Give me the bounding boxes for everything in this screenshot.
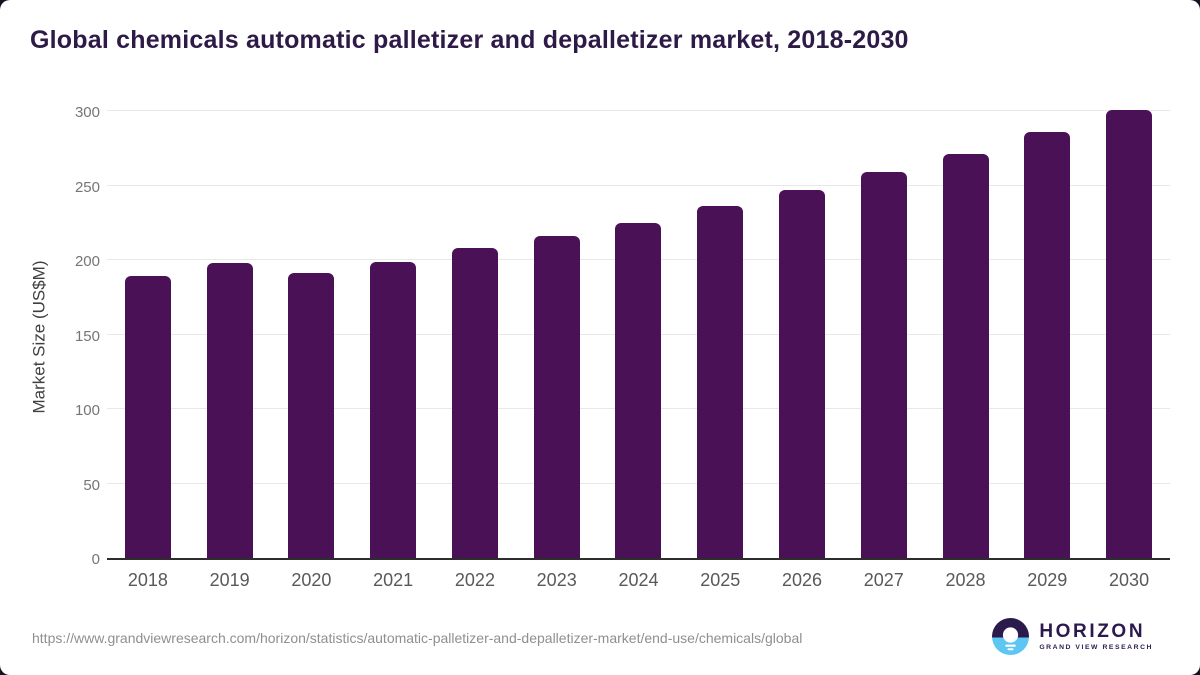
x-axis-labels: 2018 2019 2020 2021 2022 2023 2024 2025 2026 2027… — [107, 570, 1170, 591]
y-tick-label-50: 50 — [83, 476, 100, 494]
source-url: https://www.grandviewresearch.com/horizo… — [32, 630, 803, 646]
bar-2028[interactable] — [942, 154, 989, 558]
bar-2024[interactable] — [615, 222, 662, 558]
x-tick-label-2024: 2024 — [618, 570, 659, 590]
bar-2030[interactable] — [1106, 109, 1153, 558]
x-tick-label-2025: 2025 — [700, 570, 741, 590]
x-tick-label-2028: 2028 — [945, 570, 986, 590]
y-tick-label-150: 150 — [74, 327, 100, 345]
bar-2019[interactable] — [206, 262, 253, 558]
x-tick-label-2019: 2019 — [209, 570, 250, 590]
bar-2027[interactable] — [860, 172, 907, 558]
bar-2022[interactable] — [451, 248, 498, 558]
logo-tagline: GRAND VIEW RESEARCH — [1039, 644, 1153, 651]
bar-2020[interactable] — [288, 273, 335, 558]
gridline-250 — [107, 184, 1170, 186]
bars-row — [107, 109, 1170, 558]
y-tick-label-200: 200 — [74, 253, 100, 270]
x-tick-label-2020: 2020 — [291, 570, 332, 590]
x-tick-label-2026: 2026 — [781, 570, 823, 590]
page-title: Global chemicals automatic palletizer an… — [30, 26, 909, 54]
horizon-sunset-circle-icon — [992, 617, 1030, 655]
x-tick-label-2027: 2027 — [863, 570, 904, 590]
gridline-300 — [107, 110, 1170, 111]
x-tick-label-2022: 2022 — [454, 570, 495, 590]
y-axis-ticks: 0 50 100 150 200 250 300 — [0, 104, 100, 568]
plot-area — [107, 109, 1170, 560]
x-tick-label-2018: 2018 — [127, 570, 168, 590]
x-tick-label-2021: 2021 — [373, 570, 414, 590]
y-tick-label-0: 0 — [91, 551, 100, 568]
bar-2026[interactable] — [779, 189, 825, 558]
x-tick-label-2030: 2030 — [1109, 570, 1150, 590]
bar-2021[interactable] — [370, 261, 417, 558]
x-tick-label-2029: 2029 — [1027, 570, 1068, 590]
bar-2025[interactable] — [697, 206, 744, 558]
bar-2018[interactable] — [124, 276, 171, 558]
y-tick-label-100: 100 — [74, 402, 100, 419]
y-tick-label-250: 250 — [74, 178, 100, 196]
bar-2023[interactable] — [533, 236, 580, 558]
bar-2029[interactable] — [1024, 131, 1071, 558]
logo-text-block: HORIZON GRAND VIEW RESEARCH — [1039, 621, 1153, 651]
x-tick-label-2023: 2023 — [536, 570, 577, 590]
logo-name: HORIZON — [1039, 621, 1146, 642]
horizon-logo[interactable]: HORIZON GRAND VIEW RESEARCH — [992, 614, 1153, 658]
y-tick-label-300: 300 — [74, 104, 100, 121]
